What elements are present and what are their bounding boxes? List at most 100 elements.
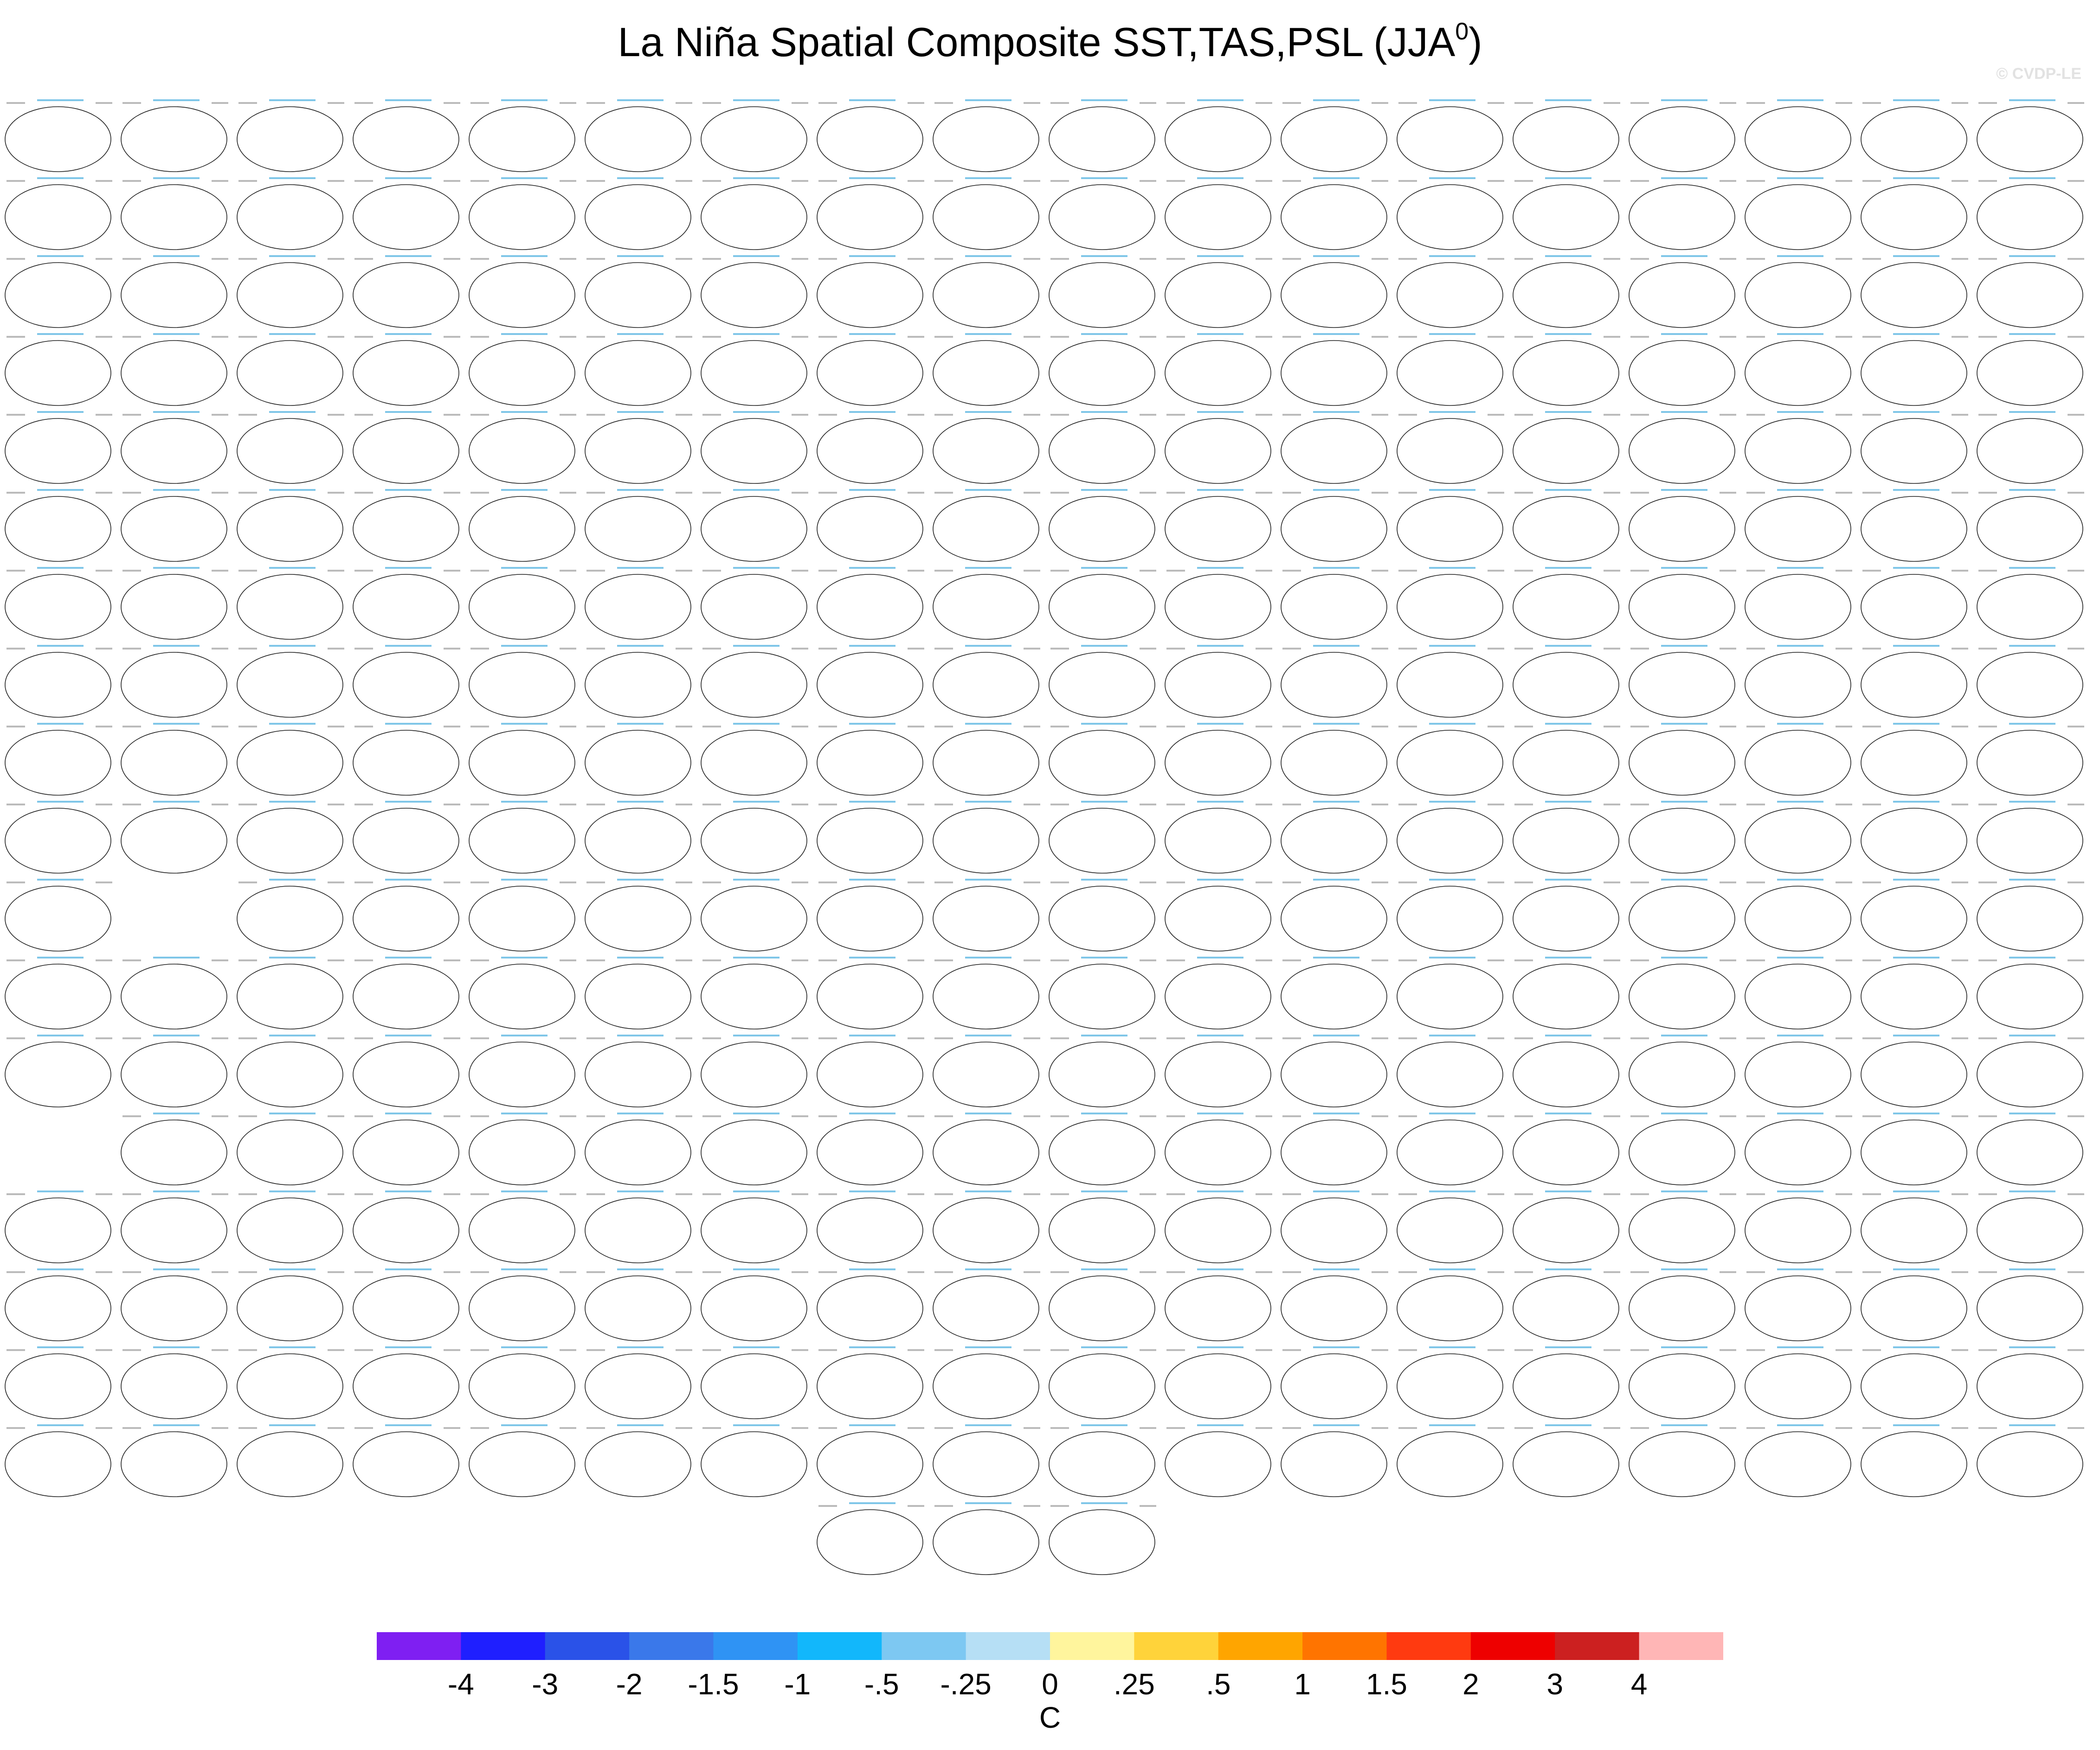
sst-tas-field [933,1120,1039,1185]
panel-dataset-label [1081,1113,1127,1114]
panel-dataset-label [37,645,84,647]
panel-stat-label [560,881,576,883]
panel-period-label [1282,492,1301,494]
panel-period-label [1978,1115,1997,1117]
sst-tas-field [933,652,1039,717]
composite-map-panel [121,1113,228,1185]
map-border [933,652,1039,718]
sst-tas-field [469,730,575,795]
panel-dataset-label [2009,1268,2055,1270]
map-border [1513,886,1619,952]
composite-map-panel [469,411,576,484]
map-border [1165,496,1271,562]
sst-tas-field [5,886,111,951]
composite-map-panel [469,177,576,250]
composite-map-panel [933,957,1040,1029]
panel-stat-label [792,648,808,650]
composite-map-panel [817,723,924,796]
panel-period-label [1630,881,1649,883]
panel-stat-label [1604,959,1620,961]
composite-map-panel [1861,255,1968,328]
sst-tas-field [701,341,807,405]
panel-period-label [1398,804,1417,805]
map-border [469,1042,575,1107]
panel-dataset-label [965,1035,1011,1036]
composite-map-panel [1977,411,2084,484]
panel-period-label [1746,570,1765,572]
panel-dataset-label [1429,177,1475,179]
map-border [1049,730,1155,796]
panel-stat-label [212,1193,228,1195]
composite-map-panel [237,1113,344,1185]
sst-tas-field [1049,341,1155,405]
panel-dataset-label [849,1035,895,1036]
panel-stat-label [560,258,576,260]
panel-period-label [1978,648,1997,650]
composite-map-panel [1397,567,1504,640]
panel-dataset-label [2009,1346,2055,1348]
map-border [1977,340,2083,406]
panel-stat-label [212,726,228,727]
panel-stat-label [1024,804,1040,805]
map-border [1397,808,1503,874]
map-border [1049,1042,1155,1107]
panel-stat-label [444,102,460,104]
panel-dataset-label [1081,255,1127,257]
composite-map-panel [121,1035,228,1107]
panel-period-label [1746,881,1765,883]
map-border [1397,964,1503,1029]
panel-stat-label [1140,1115,1156,1117]
panel-dataset-label [1313,1035,1359,1036]
composite-map-panel [585,801,692,874]
composite-map-panel [1513,255,1620,328]
panel-dataset-label [733,99,779,101]
sst-tas-field [1977,341,2083,405]
sst-tas-field [237,652,343,717]
panel-stat-label [328,881,344,883]
colorbar-segment [545,1632,630,1660]
sst-tas-field [121,496,227,561]
panel-stat-label [1952,102,1968,104]
sst-tas-field [1977,1354,2083,1419]
map-border [701,652,807,718]
panel-stat-label [2068,570,2084,572]
composite-map-panel [1629,957,1736,1029]
map-border [1049,496,1155,562]
panel-period-label [122,959,141,961]
panel-dataset-label [2009,567,2055,569]
panel-period-label [818,102,837,104]
map-border [469,184,575,250]
sst-tas-field [701,1120,807,1185]
panel-period-label [1050,1271,1069,1273]
panel-stat-label [1024,102,1040,104]
panel-dataset-label [965,99,1011,101]
sst-tas-field [1977,1198,2083,1263]
sst-tas-field [1165,652,1271,717]
panel-period-label [1746,492,1765,494]
composite-map-panel [1629,1113,1736,1185]
composite-map-panel [933,1190,1040,1263]
panel-stat-label [328,570,344,572]
map-border [5,262,111,328]
composite-map-panel [1165,879,1272,952]
composite-map-panel [1861,411,1968,484]
panel-period-label [1166,1427,1185,1429]
panel-period-label [818,180,837,182]
panel-dataset-label [1545,255,1591,257]
panel-stat-label [1720,1037,1736,1039]
panel-stat-label [1140,180,1156,182]
panel-period-label [1514,414,1533,416]
colorbar-tick-label: 1.5 [1366,1667,1407,1701]
panel-period-label [1514,336,1533,338]
map-border [1629,106,1735,172]
composite-map-panel [817,1424,924,1497]
sst-tas-field [817,263,923,328]
map-border [1049,184,1155,250]
sst-tas-field [585,1042,691,1107]
map-border [1281,1042,1387,1107]
panel-dataset-label [849,1346,895,1348]
composite-map-panel [1397,489,1504,562]
panel-period-label [1050,1193,1069,1195]
sst-tas-field [1745,185,1851,250]
map-border [585,418,691,484]
